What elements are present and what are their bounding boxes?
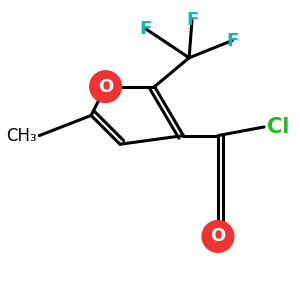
Text: F: F (186, 11, 198, 29)
Text: CH₃: CH₃ (6, 127, 36, 145)
Text: Cl: Cl (267, 117, 289, 137)
Text: F: F (140, 20, 152, 38)
Circle shape (90, 71, 122, 103)
Circle shape (202, 220, 234, 252)
Text: O: O (210, 227, 226, 245)
Text: O: O (98, 78, 113, 96)
Text: F: F (226, 32, 238, 50)
